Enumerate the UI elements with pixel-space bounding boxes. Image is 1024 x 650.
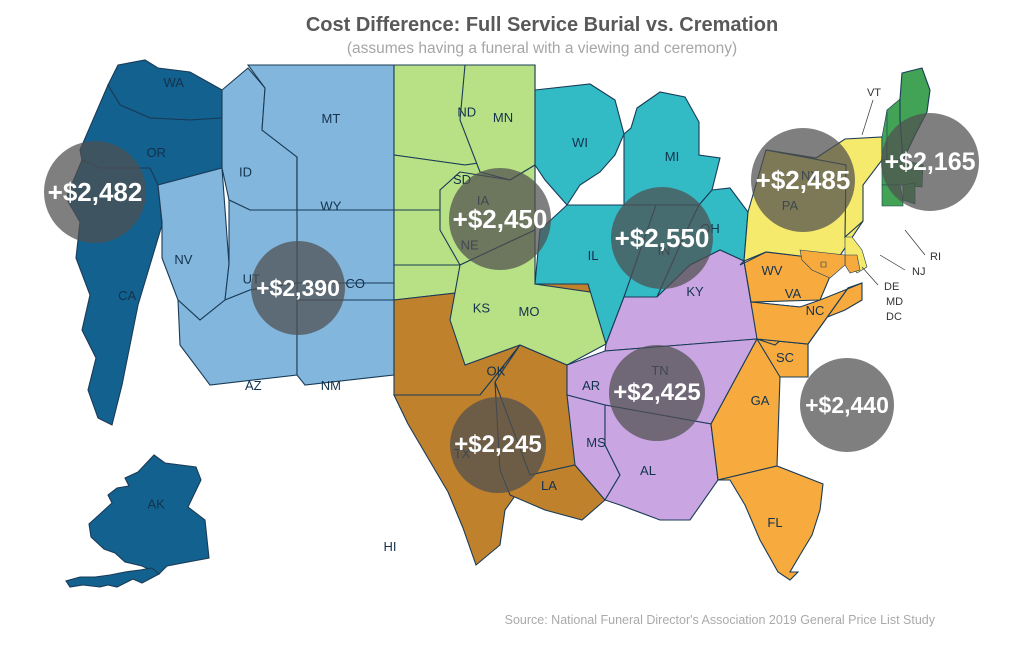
svg-text:OR: OR bbox=[146, 145, 166, 160]
svg-text:MS: MS bbox=[586, 435, 606, 450]
svg-text:VT: VT bbox=[867, 87, 881, 99]
svg-text:RI: RI bbox=[930, 251, 941, 263]
svg-text:NM: NM bbox=[321, 378, 341, 393]
svg-text:AZ: AZ bbox=[245, 378, 262, 393]
svg-text:FL: FL bbox=[767, 515, 782, 530]
svg-text:AK: AK bbox=[148, 497, 166, 512]
svg-text:DE: DE bbox=[884, 281, 899, 293]
svg-text:WI: WI bbox=[572, 135, 588, 150]
svg-text:MO: MO bbox=[519, 304, 540, 319]
svg-text:CO: CO bbox=[345, 276, 365, 291]
svg-text:NC: NC bbox=[806, 303, 825, 318]
svg-text:MD: MD bbox=[886, 296, 903, 308]
svg-text:SC: SC bbox=[776, 350, 794, 365]
svg-text:ND: ND bbox=[457, 104, 476, 119]
svg-text:NV: NV bbox=[174, 252, 192, 267]
svg-text:IL: IL bbox=[588, 248, 599, 263]
svg-text:WY: WY bbox=[320, 199, 341, 214]
svg-text:KS: KS bbox=[473, 300, 491, 315]
svg-text:HI: HI bbox=[384, 539, 397, 554]
svg-text:WA: WA bbox=[163, 75, 184, 90]
svg-text:AR: AR bbox=[582, 378, 600, 393]
svg-text:DC: DC bbox=[886, 311, 902, 323]
svg-text:NJ: NJ bbox=[912, 266, 925, 278]
svg-text:OK: OK bbox=[487, 364, 506, 379]
svg-text:WV: WV bbox=[762, 263, 783, 278]
svg-text:VA: VA bbox=[785, 286, 802, 301]
svg-text:ID: ID bbox=[239, 165, 252, 180]
svg-text:GA: GA bbox=[751, 393, 770, 408]
svg-text:CA: CA bbox=[118, 288, 136, 303]
svg-text:MT: MT bbox=[322, 111, 341, 126]
svg-text:AL: AL bbox=[640, 463, 656, 478]
svg-text:KY: KY bbox=[686, 284, 704, 299]
svg-text:LA: LA bbox=[541, 478, 557, 493]
svg-text:MI: MI bbox=[665, 149, 679, 164]
svg-text:MN: MN bbox=[493, 110, 513, 125]
